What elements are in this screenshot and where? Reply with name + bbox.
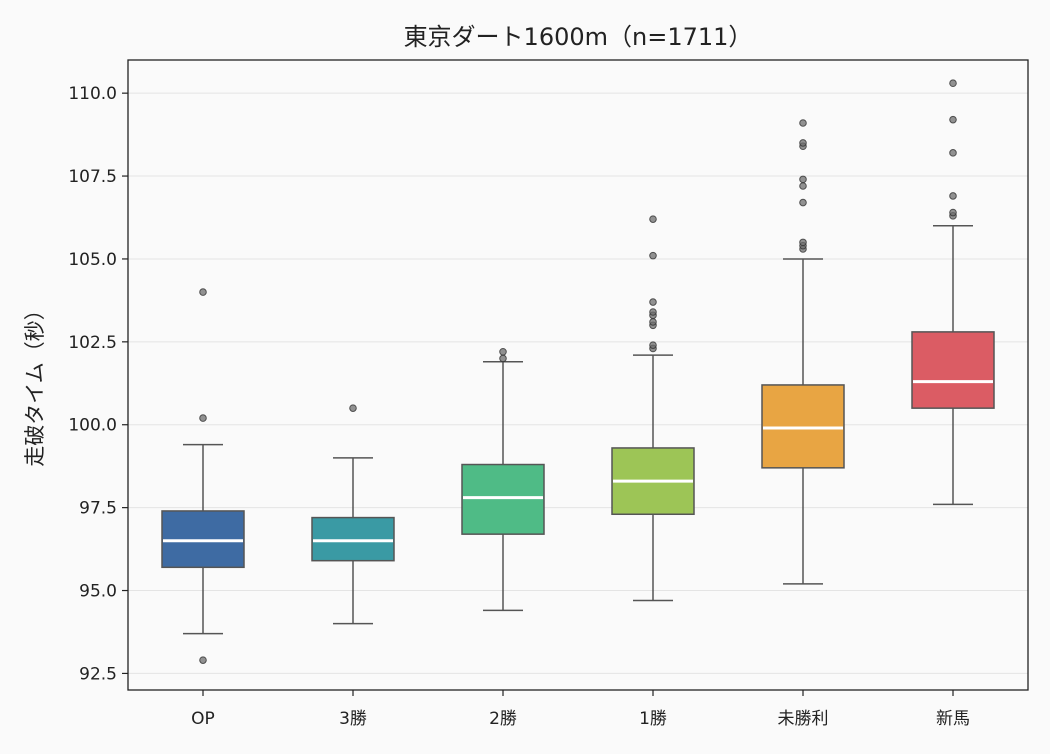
y-tick-label: 92.5 [79, 664, 117, 684]
outlier-point [799, 175, 807, 184]
outlier-point [799, 119, 807, 127]
outlier-point [199, 288, 207, 296]
outlier-point [799, 139, 807, 147]
outlier-point [949, 192, 957, 200]
box-4 [761, 119, 845, 585]
boxes [161, 79, 995, 664]
box-0 [161, 288, 245, 664]
y-axis-label: 走破タイム（秒） [23, 299, 47, 467]
box-iqr [161, 510, 245, 569]
outlier-point [799, 198, 807, 207]
y-tick-label: 95.0 [79, 582, 117, 602]
ticks: 92.5 95.0 97.5 100.0 102.5 105.0 107.5 110.0 OP 3… [68, 84, 970, 729]
box-iqr [461, 463, 545, 535]
y-tick-label: 100.0 [68, 416, 117, 436]
outlier-point [649, 251, 657, 260]
x-tick-label: 1勝 [639, 709, 667, 729]
outlier-point [949, 149, 957, 157]
x-tick-label: OP [191, 709, 215, 729]
box-5 [911, 79, 995, 506]
outlier-point [499, 347, 507, 356]
x-tick-label: 新馬 [936, 709, 970, 729]
y-tick-label: 102.5 [68, 333, 117, 353]
box-iqr [311, 516, 395, 562]
box-3 [611, 215, 695, 602]
y-tick-label: 105.0 [68, 250, 117, 270]
outlier-point [949, 115, 957, 124]
outlier-point [649, 318, 657, 326]
outlier-point [649, 341, 657, 349]
outlier-point [799, 182, 807, 190]
x-tick-label: 未勝利 [778, 709, 829, 729]
box-2 [461, 347, 545, 612]
box-iqr [761, 384, 845, 469]
outlier-point [349, 404, 357, 412]
outlier-point [949, 208, 957, 217]
y-tick-label: 97.5 [79, 499, 117, 519]
outlier-point [949, 79, 957, 88]
x-tick-label: 2勝 [489, 709, 517, 729]
x-tick-label: 3勝 [339, 709, 367, 729]
gridlines [128, 92, 1028, 674]
outlier-point [499, 354, 507, 363]
outlier-point [649, 308, 657, 316]
box-1 [311, 404, 395, 625]
outlier-point [199, 414, 207, 422]
y-tick-label: 107.5 [68, 167, 117, 187]
plot-frame [127, 59, 1029, 691]
outlier-point [649, 298, 657, 306]
outlier-point [199, 656, 207, 664]
outlier-point [799, 238, 807, 247]
y-tick-label: 110.0 [68, 84, 117, 104]
chart-title: 東京ダート1600m（n=1711） [404, 23, 753, 51]
box-iqr [911, 331, 995, 409]
outlier-point [649, 215, 657, 223]
